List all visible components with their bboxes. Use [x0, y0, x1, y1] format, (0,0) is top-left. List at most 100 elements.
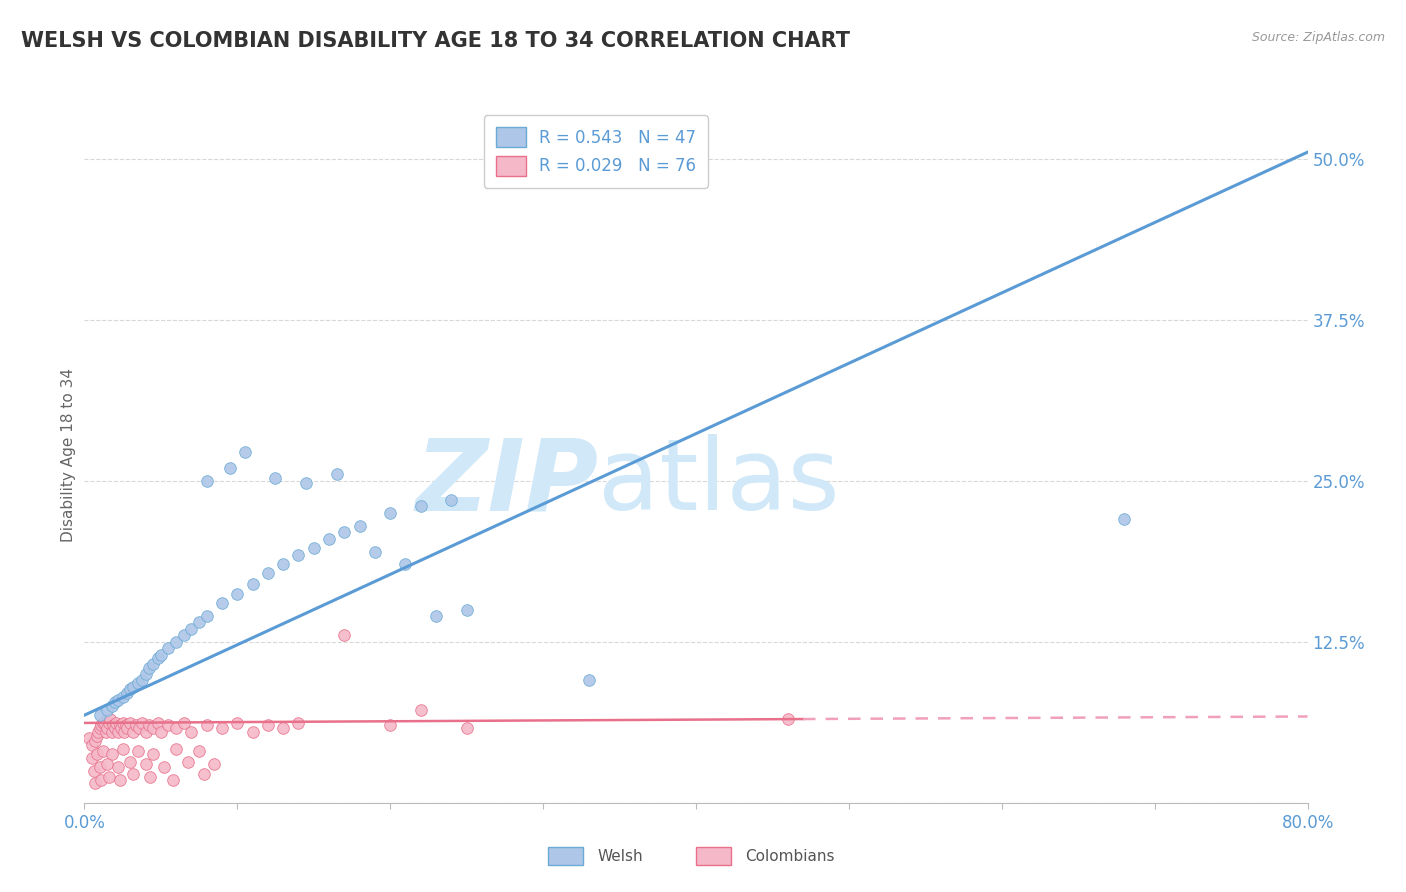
- Point: [146, 715, 169, 730]
- Point: [226, 715, 249, 730]
- Point: [96, 703, 118, 717]
- Point: [77, 731, 100, 746]
- Point: [173, 628, 195, 642]
- Point: [165, 721, 187, 735]
- Point: [115, 686, 138, 700]
- Point: [96, 721, 118, 735]
- Point: [84, 734, 107, 748]
- Point: [380, 718, 402, 732]
- Point: [333, 525, 356, 540]
- Point: [108, 772, 131, 787]
- Point: [193, 767, 215, 781]
- Point: [394, 558, 416, 572]
- Y-axis label: Disability Age 18 to 34: Disability Age 18 to 34: [60, 368, 76, 542]
- Point: [218, 460, 240, 475]
- Point: [211, 721, 233, 735]
- Point: [180, 622, 202, 636]
- Point: [287, 715, 309, 730]
- Point: [98, 712, 121, 726]
- Point: [776, 712, 799, 726]
- Point: [456, 721, 478, 735]
- Point: [180, 725, 202, 739]
- Point: [107, 725, 129, 739]
- Point: [149, 725, 172, 739]
- Point: [440, 493, 463, 508]
- Point: [195, 474, 218, 488]
- Point: [91, 715, 114, 730]
- Point: [264, 471, 287, 485]
- Point: [325, 467, 347, 482]
- Point: [112, 725, 135, 739]
- Point: [80, 738, 103, 752]
- Point: [202, 757, 225, 772]
- Point: [103, 718, 125, 732]
- Point: [131, 673, 153, 688]
- Point: [165, 741, 187, 756]
- Point: [333, 628, 356, 642]
- Text: Colombians: Colombians: [745, 849, 835, 863]
- Point: [104, 695, 127, 709]
- Point: [120, 755, 142, 769]
- Point: [80, 750, 103, 764]
- Point: [271, 721, 294, 735]
- Point: [86, 747, 108, 761]
- Point: [122, 680, 145, 694]
- Point: [101, 699, 124, 714]
- Point: [157, 718, 180, 732]
- Point: [127, 744, 149, 758]
- Point: [242, 576, 264, 591]
- Point: [107, 760, 129, 774]
- Point: [157, 641, 180, 656]
- Point: [226, 587, 249, 601]
- Point: [177, 755, 200, 769]
- Point: [242, 725, 264, 739]
- Point: [425, 609, 447, 624]
- Legend: R = 0.543   N = 47, R = 0.029   N = 76: R = 0.543 N = 47, R = 0.029 N = 76: [484, 115, 707, 187]
- Point: [456, 602, 478, 616]
- Point: [271, 558, 294, 572]
- Point: [104, 721, 127, 735]
- Point: [96, 757, 118, 772]
- Point: [142, 721, 165, 735]
- Point: [139, 770, 162, 784]
- Point: [142, 747, 165, 761]
- Point: [111, 690, 134, 705]
- Point: [114, 718, 136, 732]
- Text: WELSH VS COLOMBIAN DISABILITY AGE 18 TO 34 CORRELATION CHART: WELSH VS COLOMBIAN DISABILITY AGE 18 TO …: [21, 31, 851, 51]
- Point: [84, 776, 107, 790]
- Point: [135, 725, 157, 739]
- Point: [93, 714, 115, 729]
- Point: [89, 708, 111, 723]
- Point: [122, 767, 145, 781]
- Text: Source: ZipAtlas.com: Source: ZipAtlas.com: [1251, 31, 1385, 45]
- Point: [110, 721, 132, 735]
- Point: [165, 634, 187, 648]
- Point: [195, 718, 218, 732]
- Point: [409, 703, 432, 717]
- Point: [318, 532, 340, 546]
- Point: [87, 725, 110, 739]
- Point: [211, 596, 233, 610]
- Point: [162, 772, 184, 787]
- Point: [188, 744, 211, 758]
- Point: [131, 715, 153, 730]
- Point: [120, 715, 142, 730]
- Point: [380, 506, 402, 520]
- Point: [120, 682, 142, 697]
- Point: [135, 757, 157, 772]
- Point: [257, 566, 280, 581]
- Point: [349, 518, 371, 533]
- Point: [125, 718, 148, 732]
- Point: [97, 715, 120, 730]
- Point: [295, 476, 318, 491]
- Point: [122, 725, 145, 739]
- Text: ZIP: ZIP: [415, 434, 598, 532]
- Point: [149, 648, 172, 662]
- Point: [101, 725, 124, 739]
- Point: [89, 721, 111, 735]
- Point: [115, 721, 138, 735]
- Point: [287, 549, 309, 563]
- Point: [138, 660, 160, 674]
- Point: [233, 445, 256, 459]
- Point: [97, 770, 120, 784]
